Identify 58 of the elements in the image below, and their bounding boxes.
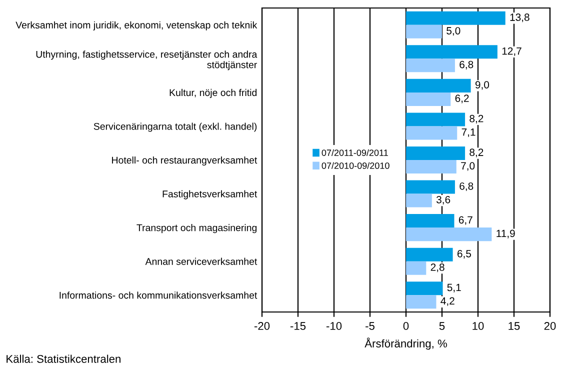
text: Källa: Statistikcentralen: [6, 354, 120, 363]
bar: [406, 24, 442, 38]
x-tick-label: 5: [439, 322, 445, 330]
data-label: 3,6: [436, 196, 450, 205]
data-label: 9,0: [475, 81, 490, 90]
y-tick-label: Informations- och kommunikationsverksamhet: [60, 292, 258, 299]
data-label: 6,8: [460, 182, 474, 192]
bar: [406, 261, 426, 275]
x-tick-label: -5: [366, 322, 374, 330]
bar: [406, 214, 454, 228]
data-label: 4,2: [440, 297, 454, 306]
bar: [406, 228, 492, 242]
x-tick-label: -10: [326, 322, 342, 330]
data-label: 6,8: [460, 60, 474, 70]
bar: [406, 180, 455, 194]
data-label: 7,0: [461, 162, 475, 171]
x-axis-title: Årsförändring, %: [364, 338, 447, 350]
bar: [406, 78, 471, 92]
bar: [406, 194, 432, 208]
data-label: 2,8: [430, 264, 444, 272]
bar: [406, 295, 436, 309]
y-tick-label: Servicenäringarna totalt (exkl. handel): [94, 122, 257, 132]
legend-label: 07/2011-09/2011: [322, 149, 388, 156]
bar: [406, 112, 466, 126]
bar: [406, 58, 455, 72]
data-label: 11,9: [496, 230, 515, 238]
data-label: 5,0: [446, 27, 460, 36]
bar: [406, 160, 456, 174]
y-tick-label: Transport och magasinering: [136, 224, 257, 234]
legend-label: 07/2010-09/2010: [322, 162, 390, 169]
y-tick-label: Verksamhet inom juridik, ekonomi, vetenskap och teknik: [16, 21, 258, 30]
y-tick-label: Annan serviceverksamhet: [145, 258, 258, 265]
x-tick-label: -15: [290, 322, 306, 330]
y-tick-label: Fastighetsverksamhet: [162, 190, 258, 200]
data-label: 5,1: [447, 284, 461, 292]
x-tick-label: 10: [472, 322, 484, 330]
x-tick-label: -20: [254, 322, 270, 330]
y-tick-label: Uthyrning, fastighetsservice, resetjänster och andra stödtjänster: [36, 50, 258, 70]
bar: [406, 11, 506, 25]
y-tick-label: Hotell- och restaurangverksamhet: [112, 156, 258, 166]
x-tick-label: 15: [508, 322, 520, 330]
data-label: 8,2: [470, 148, 484, 158]
data-label: 6,2: [455, 94, 469, 104]
bar: [406, 126, 458, 140]
data-label: 12,7: [502, 47, 522, 56]
data-label: 8,2: [470, 114, 484, 124]
bar: [406, 248, 453, 262]
bar: [406, 45, 498, 59]
data-label: 13,8: [510, 14, 530, 22]
data-label: 6,7: [458, 216, 472, 225]
data-label: 6,5: [457, 250, 472, 259]
data-label: 7,1: [462, 128, 476, 138]
bar: [406, 92, 451, 106]
x-tick-label: 0: [403, 322, 409, 330]
bar: [406, 282, 443, 296]
bar: [406, 146, 466, 160]
y-tick-label: Kultur, nöje och fritid: [170, 88, 257, 98]
x-tick-label: 20: [544, 322, 556, 330]
